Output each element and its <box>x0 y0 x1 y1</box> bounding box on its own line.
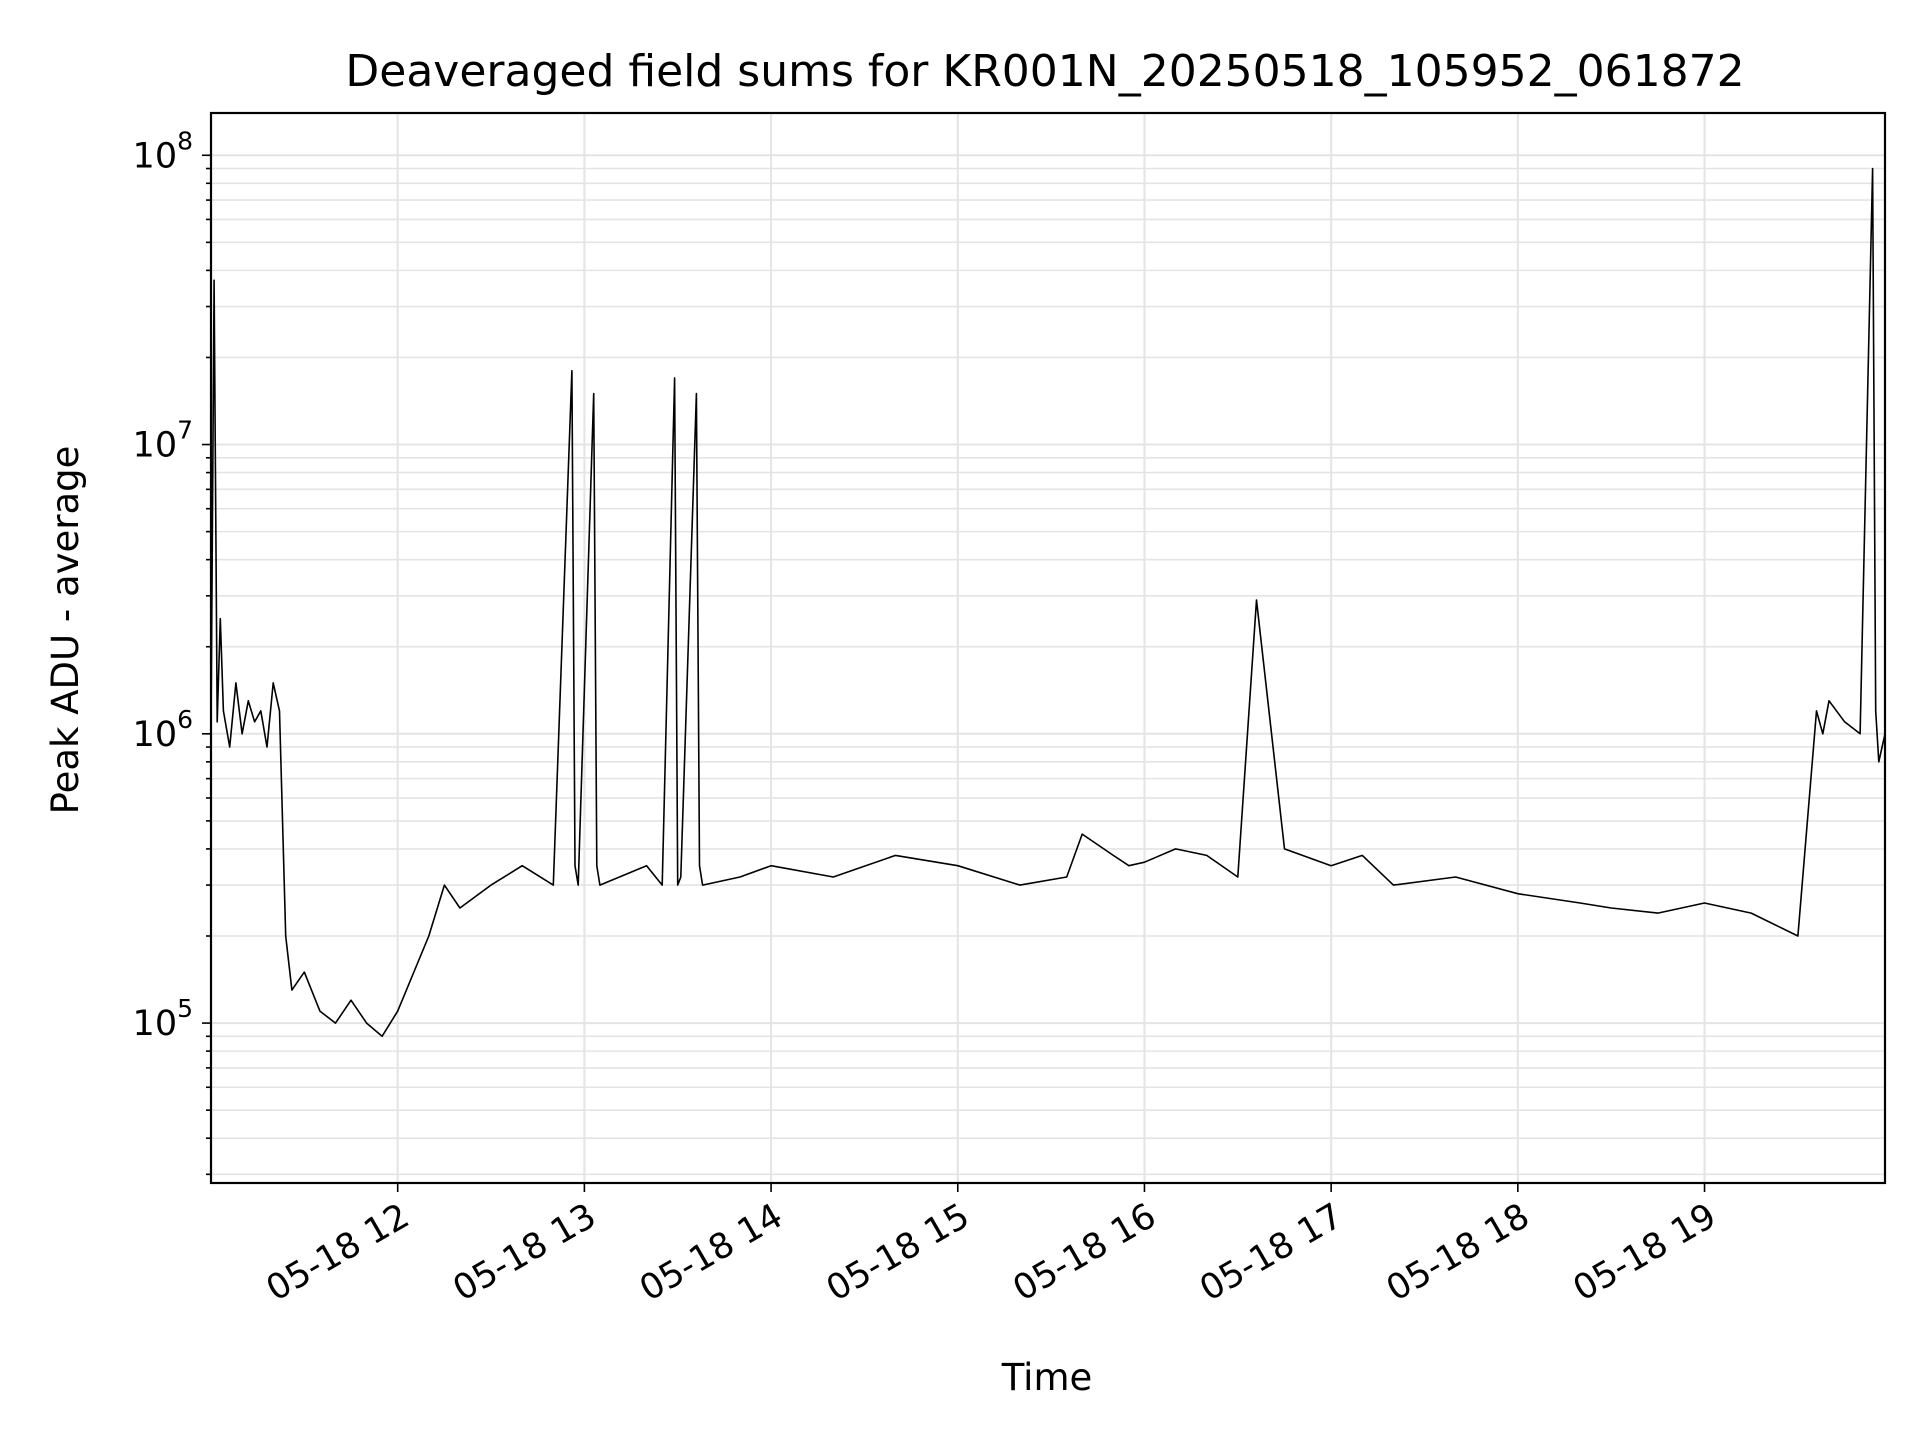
y-axis-label: Peak ADU - average <box>44 446 87 815</box>
grid <box>211 113 1885 1183</box>
plot-area-frame <box>209 111 1887 1185</box>
series-line <box>210 167 1886 1038</box>
y-tick-label: 108 <box>133 126 193 176</box>
y-tick-label: 106 <box>133 705 193 755</box>
chart-title: Deaveraged field sums for KR001N_2025051… <box>345 46 1744 97</box>
y-tick-label: 105 <box>133 994 193 1044</box>
y-tick-label: 107 <box>133 416 193 466</box>
y-axis-ticks: 105 106 107 108 <box>133 126 211 1176</box>
x-axis-label: Time <box>1001 1356 1093 1399</box>
series-layer <box>210 167 1886 1038</box>
